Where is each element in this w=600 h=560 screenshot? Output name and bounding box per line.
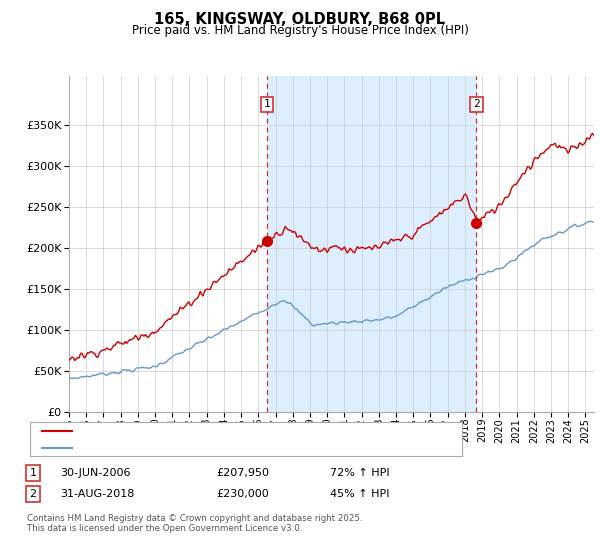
Text: 45% ↑ HPI: 45% ↑ HPI [330,489,389,499]
Text: 165, KINGSWAY, OLDBURY, B68 0PL (semi-detached house): 165, KINGSWAY, OLDBURY, B68 0PL (semi-de… [78,426,388,436]
Text: 30-JUN-2006: 30-JUN-2006 [60,468,131,478]
Text: Contains HM Land Registry data © Crown copyright and database right 2025.
This d: Contains HM Land Registry data © Crown c… [27,514,362,534]
Text: 1: 1 [263,99,271,109]
Text: Price paid vs. HM Land Registry's House Price Index (HPI): Price paid vs. HM Land Registry's House … [131,24,469,36]
Text: £207,950: £207,950 [216,468,269,478]
Text: £230,000: £230,000 [216,489,269,499]
Text: 1: 1 [29,468,37,478]
Text: 2: 2 [29,489,37,499]
Text: 165, KINGSWAY, OLDBURY, B68 0PL: 165, KINGSWAY, OLDBURY, B68 0PL [154,12,446,27]
Text: 2: 2 [473,99,480,109]
Bar [267,76,476,412]
Text: 72% ↑ HPI: 72% ↑ HPI [330,468,389,478]
Text: 31-AUG-2018: 31-AUG-2018 [60,489,134,499]
Text: HPI: Average price, semi-detached house, Sandwell: HPI: Average price, semi-detached house,… [78,443,347,452]
